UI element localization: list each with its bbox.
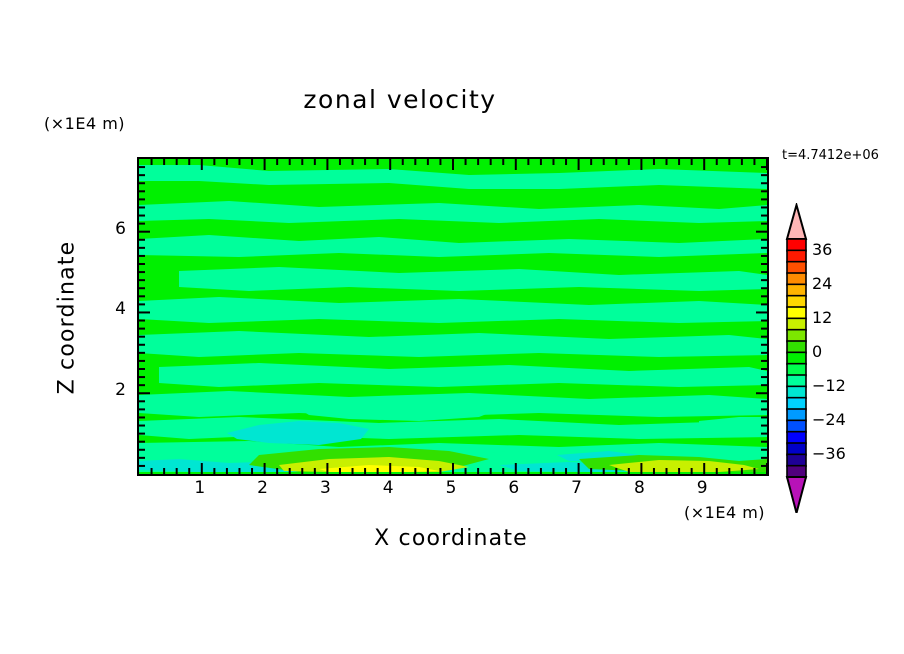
colorbar-swatches bbox=[785, 201, 808, 517]
x-tick-label: 8 bbox=[633, 478, 645, 498]
y-tick-label: 4 bbox=[115, 299, 126, 320]
y-tick-label: 6 bbox=[115, 218, 126, 239]
colorbar-swatch bbox=[786, 430, 807, 445]
colorbar-swatch bbox=[786, 328, 807, 343]
x-tick-label: 6 bbox=[508, 478, 520, 498]
x-tick-label: 2 bbox=[257, 478, 268, 498]
colorbar-swatch bbox=[786, 464, 807, 479]
y-axis-title: Z coordinate bbox=[54, 240, 80, 395]
y-axis-unit-label: (×1E4 m) bbox=[44, 114, 126, 133]
colorbar-swatch bbox=[786, 340, 807, 354]
colorbar bbox=[783, 201, 811, 517]
colorbar-swatch bbox=[786, 374, 807, 388]
colorbar-swatch bbox=[786, 362, 807, 377]
colorbar-swatch bbox=[786, 260, 807, 275]
y-tick-label: 2 bbox=[115, 380, 126, 401]
colorbar-swatch bbox=[786, 238, 807, 252]
colorbar-swatch bbox=[786, 442, 807, 456]
colorbar-swatch bbox=[786, 351, 807, 366]
colorbar-over-arrow bbox=[785, 201, 808, 240]
colorbar-under-arrow bbox=[785, 476, 808, 517]
colorbar-tick-label: 24 bbox=[812, 274, 833, 294]
colorbar-tick-label: 36 bbox=[812, 240, 833, 260]
x-tick-label: 7 bbox=[571, 478, 582, 498]
contour-band bbox=[179, 267, 767, 291]
x-axis-title: X coordinate bbox=[374, 526, 528, 551]
page-title: zonal velocity bbox=[303, 85, 497, 114]
contour-band bbox=[609, 460, 759, 472]
contour-band-group bbox=[139, 165, 767, 472]
colorbar-swatch bbox=[786, 249, 807, 264]
contour-band bbox=[699, 417, 767, 431]
colorbar-tick-label: −12 bbox=[812, 376, 846, 396]
colorbar-swatch bbox=[786, 283, 807, 298]
contour-band bbox=[139, 165, 767, 189]
colorbar-tick-label: 12 bbox=[812, 308, 833, 328]
x-tick-label: 5 bbox=[445, 478, 457, 498]
colorbar-swatch bbox=[786, 396, 807, 411]
contour-band bbox=[299, 401, 499, 421]
colorbar-tick-label: −36 bbox=[812, 444, 846, 464]
contour-field bbox=[139, 159, 767, 474]
contour-band bbox=[139, 201, 767, 223]
contour-band bbox=[319, 465, 439, 472]
colorbar-swatch bbox=[786, 306, 807, 320]
timestamp-label: t=4.7412e+06 bbox=[782, 148, 879, 163]
colorbar-tick-label: −24 bbox=[812, 410, 846, 430]
colorbar-swatch bbox=[786, 385, 807, 400]
x-tick-label: 9 bbox=[696, 478, 708, 498]
x-axis-unit-label: (×1E4 m) bbox=[684, 503, 766, 522]
colorbar-tick-label: 0 bbox=[812, 342, 823, 362]
x-tick-label: 4 bbox=[382, 478, 394, 498]
colorbar-swatch bbox=[786, 294, 807, 309]
contour-band bbox=[227, 421, 369, 445]
colorbar-swatch bbox=[786, 453, 807, 468]
contour-band bbox=[139, 331, 767, 357]
contour-band bbox=[139, 235, 767, 257]
colorbar-swatch bbox=[786, 272, 807, 286]
x-tick-label: 1 bbox=[194, 478, 206, 498]
x-tick-label: 3 bbox=[319, 478, 331, 498]
colorbar-swatch bbox=[786, 408, 807, 422]
contour-band bbox=[159, 363, 767, 387]
colorbar-swatch bbox=[786, 317, 807, 332]
plot-area bbox=[137, 157, 769, 476]
colorbar-swatch bbox=[786, 419, 807, 434]
contour-band bbox=[139, 297, 767, 323]
